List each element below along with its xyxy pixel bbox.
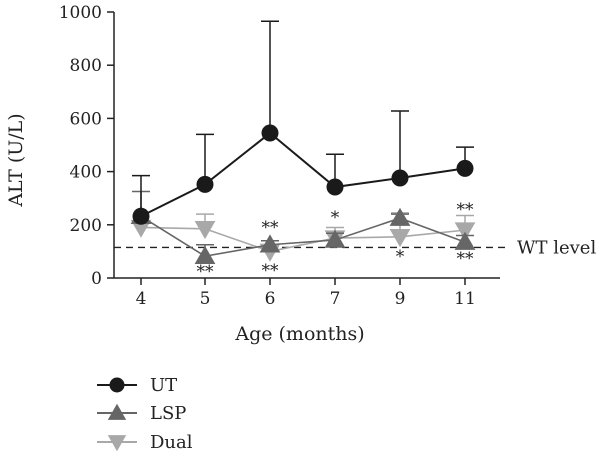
- x-tick-label: 4: [136, 289, 147, 309]
- x-axis-title: Age (months): [234, 323, 364, 345]
- y-axis-title: ALT (U/L): [5, 113, 27, 207]
- legend: UT LSP Dual: [97, 375, 193, 453]
- y-tick-label: 400: [70, 163, 102, 183]
- axes: 0 200 400 600 800 1000 4 5 6 7 9 11: [59, 3, 500, 309]
- x-tick-label: 7: [330, 289, 341, 309]
- data-point: [454, 222, 476, 241]
- series-ut: [132, 20, 474, 225]
- data-point: [456, 159, 474, 177]
- y-tick-label: 1000: [59, 3, 102, 23]
- x-tick-label: 5: [200, 289, 211, 309]
- significance-marker: **: [262, 218, 280, 238]
- legend-label: LSP: [150, 403, 186, 424]
- series-line: [140, 131, 466, 218]
- data-point: [324, 229, 346, 248]
- data-point: [194, 245, 216, 264]
- annotations: ************: [197, 200, 475, 282]
- data-point: [132, 207, 150, 225]
- x-tick-label: 6: [265, 289, 276, 309]
- significance-marker: **: [457, 249, 475, 269]
- data-point: [261, 124, 279, 142]
- legend-swatch-marker: [109, 377, 125, 393]
- legend-label: UT: [150, 375, 177, 396]
- x-tick-label: 11: [454, 289, 476, 309]
- x-tick-label: 9: [395, 289, 406, 309]
- y-tick-label: 800: [70, 56, 102, 76]
- significance-marker: **: [262, 261, 280, 281]
- legend-swatch-marker: [107, 435, 127, 452]
- data-point: [130, 219, 152, 238]
- data-point: [454, 231, 476, 250]
- data-point: [389, 207, 411, 226]
- legend-swatch-marker: [107, 403, 127, 420]
- data-point: [196, 175, 214, 193]
- legend-label: Dual: [150, 432, 193, 453]
- series-line: [140, 215, 466, 258]
- data-point: [326, 178, 344, 196]
- significance-marker: **: [197, 262, 215, 282]
- significance-marker: **: [457, 200, 475, 220]
- wt-level-label: WT level: [517, 237, 596, 258]
- legend-item-lsp: LSP: [97, 403, 186, 424]
- y-tick-label: 600: [70, 109, 102, 129]
- data-point: [391, 169, 409, 187]
- data-point: [389, 229, 411, 248]
- legend-item-dual: Dual: [97, 432, 193, 453]
- y-tick-label: 0: [91, 269, 102, 289]
- series-layer: [130, 20, 476, 264]
- significance-marker: *: [396, 247, 405, 267]
- data-point: [259, 234, 281, 253]
- series-dual: [130, 212, 476, 262]
- series-line: [140, 226, 466, 253]
- significance-marker: *: [331, 208, 340, 228]
- reference-line-group: WT level: [114, 237, 596, 258]
- y-tick-label: 200: [70, 216, 102, 236]
- legend-item-ut: UT: [97, 375, 177, 396]
- data-point: [194, 221, 216, 240]
